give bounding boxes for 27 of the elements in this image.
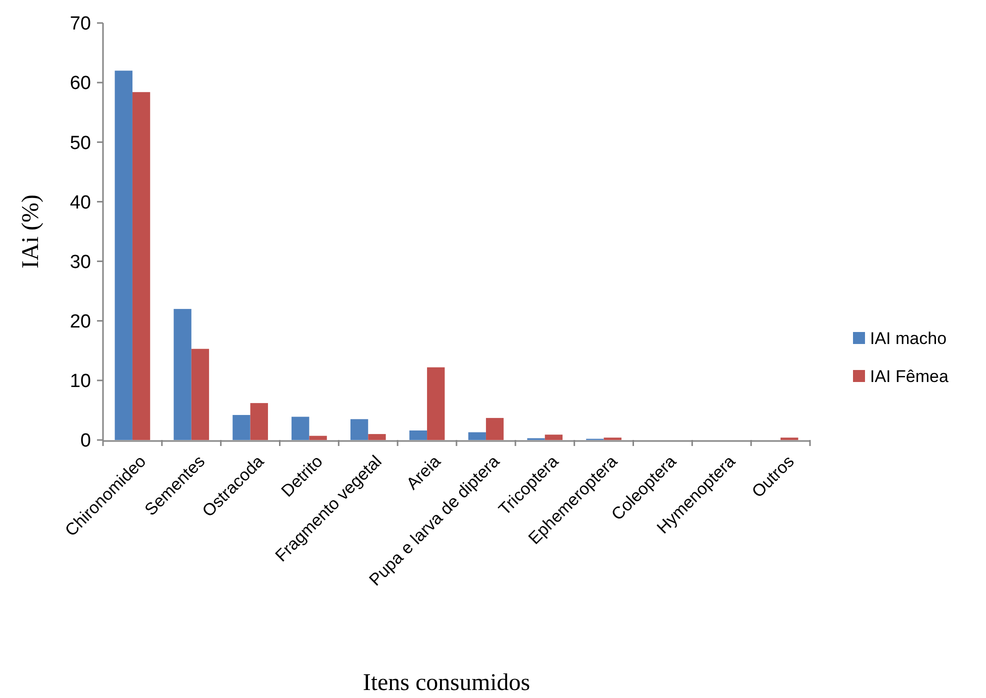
y-tick-label: 50 — [70, 132, 91, 154]
bar — [427, 367, 445, 440]
y-tick-label: 60 — [70, 73, 91, 94]
bar — [468, 432, 486, 440]
bar — [132, 92, 150, 440]
y-axis-title: IAi (%) — [18, 194, 44, 268]
y-tick-label: 20 — [70, 312, 91, 333]
bar — [409, 430, 428, 440]
x-axis-title: Itens consumidos — [362, 670, 530, 696]
bar — [368, 434, 386, 440]
bar — [114, 70, 132, 440]
bar — [232, 414, 250, 440]
bar — [174, 308, 192, 440]
legend-label: IAI Fêmea — [870, 366, 949, 386]
legend-label: IAI macho — [870, 328, 947, 348]
bar — [250, 403, 268, 440]
y-tick-label: 10 — [70, 371, 91, 392]
y-tick-label: 0 — [80, 430, 91, 452]
y-tick-label: 40 — [70, 192, 91, 214]
y-tick-label: 70 — [70, 14, 91, 35]
bar — [486, 418, 504, 440]
bar — [191, 348, 210, 440]
bar — [292, 416, 310, 440]
bar — [544, 434, 563, 440]
bar — [350, 419, 368, 440]
bar — [309, 436, 327, 440]
y-tick-label: 30 — [70, 252, 91, 273]
